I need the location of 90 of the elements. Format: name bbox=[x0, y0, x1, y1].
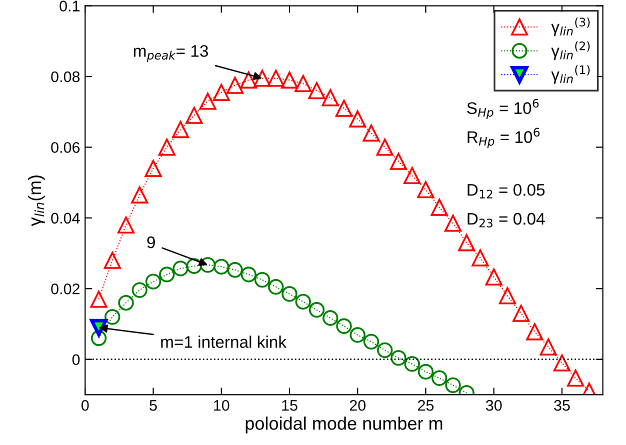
annotation: 9 bbox=[147, 236, 155, 248]
point bbox=[200, 257, 216, 273]
y-tick-label: 0.02 bbox=[51, 284, 80, 294]
point bbox=[404, 166, 421, 184]
point bbox=[144, 160, 162, 177]
point bbox=[430, 198, 448, 216]
point bbox=[432, 370, 448, 386]
point bbox=[118, 294, 134, 311]
y-tick-label: 0.1 bbox=[60, 0, 80, 12]
point bbox=[254, 272, 270, 288]
point bbox=[322, 310, 338, 326]
point bbox=[404, 356, 420, 372]
point bbox=[485, 268, 502, 286]
point bbox=[295, 294, 311, 310]
point bbox=[350, 327, 366, 343]
point bbox=[362, 124, 380, 142]
annotation: S$_{Hp}$ = 10$^{6}$ bbox=[467, 98, 539, 120]
point bbox=[254, 70, 271, 87]
point bbox=[282, 286, 298, 302]
point bbox=[294, 75, 312, 92]
point bbox=[172, 260, 188, 276]
x-tick-label: 15 bbox=[282, 400, 298, 411]
y-axis-title: γ$_{lin}$(m) bbox=[28, 175, 45, 226]
point bbox=[553, 354, 571, 372]
point bbox=[498, 287, 516, 304]
point bbox=[145, 274, 162, 290]
point bbox=[349, 110, 366, 128]
point bbox=[240, 71, 258, 89]
y-tick-label: 0.08 bbox=[51, 71, 80, 82]
y-tick-label: 0.06 bbox=[51, 142, 80, 153]
point bbox=[377, 342, 393, 358]
point bbox=[445, 377, 461, 394]
point bbox=[336, 318, 352, 334]
annotation: R$_{Hp}$ = 10$^{6}$ bbox=[468, 128, 540, 148]
legend-label: γ$_{lin}$$^{(2)}$ bbox=[551, 41, 590, 60]
point bbox=[418, 364, 434, 380]
point bbox=[132, 282, 148, 298]
point bbox=[390, 152, 408, 170]
annotation: D$_{12}$ = 0.05 bbox=[468, 184, 545, 198]
legend-label: γ$_{lin}$$^{(3)}$ bbox=[551, 17, 590, 36]
point bbox=[526, 323, 544, 340]
point bbox=[322, 89, 339, 106]
x-tick-label: 20 bbox=[350, 400, 366, 411]
point bbox=[240, 266, 256, 282]
point bbox=[199, 92, 216, 110]
annotation: m=1 internal kink bbox=[161, 336, 287, 348]
point bbox=[376, 138, 394, 156]
point bbox=[363, 334, 380, 350]
x-tick-label: 5 bbox=[150, 400, 157, 411]
y-tick-label: 0 bbox=[72, 354, 80, 366]
point bbox=[267, 70, 284, 87]
point bbox=[458, 234, 476, 252]
x-tick-label: 25 bbox=[418, 400, 434, 411]
point bbox=[280, 71, 298, 89]
point bbox=[512, 304, 530, 322]
point bbox=[90, 318, 108, 336]
point bbox=[268, 279, 284, 295]
point bbox=[117, 216, 135, 234]
x-tick-label: 0 bbox=[81, 400, 89, 411]
legend-label: γ$_{lin}$$^{(1)}$ bbox=[551, 65, 590, 84]
y-tick-label: 0.04 bbox=[51, 212, 80, 224]
point bbox=[390, 350, 406, 366]
point bbox=[472, 249, 489, 266]
annotation: D$_{23}$ = 0.04 bbox=[468, 212, 545, 228]
annotation: m$_{peak}$= 13 bbox=[134, 45, 208, 62]
point bbox=[335, 100, 353, 117]
x-tick-label: 30 bbox=[486, 400, 502, 411]
point bbox=[172, 120, 190, 138]
x-tick-label: 35 bbox=[554, 400, 570, 411]
point bbox=[226, 76, 244, 94]
point bbox=[540, 338, 557, 356]
x-axis-title: poloidal mode number m bbox=[246, 416, 442, 434]
point bbox=[212, 84, 230, 101]
point bbox=[131, 186, 148, 204]
point bbox=[90, 290, 108, 308]
point bbox=[417, 181, 434, 198]
point bbox=[308, 302, 325, 318]
point bbox=[567, 370, 584, 387]
point bbox=[308, 82, 326, 100]
point bbox=[90, 330, 107, 346]
point bbox=[104, 309, 120, 325]
point bbox=[104, 252, 121, 269]
point bbox=[186, 106, 203, 124]
x-tick-label: 10 bbox=[214, 400, 230, 411]
point bbox=[214, 258, 230, 275]
point bbox=[227, 262, 243, 278]
point bbox=[158, 138, 176, 156]
point bbox=[186, 258, 202, 274]
point bbox=[444, 214, 462, 232]
point bbox=[159, 266, 175, 282]
